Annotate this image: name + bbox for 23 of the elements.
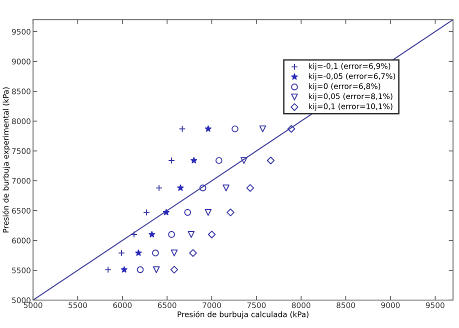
point — [148, 231, 156, 238]
point — [120, 266, 128, 273]
point — [190, 157, 198, 164]
point — [204, 208, 212, 216]
point — [246, 184, 254, 192]
point — [189, 249, 197, 257]
point — [170, 250, 178, 256]
point — [208, 230, 216, 238]
point — [177, 184, 184, 191]
point — [135, 250, 142, 256]
point — [259, 125, 266, 132]
point — [104, 266, 112, 274]
point — [188, 231, 195, 238]
point — [240, 157, 248, 164]
point — [287, 124, 296, 133]
point — [152, 266, 160, 274]
point — [266, 156, 275, 164]
point — [170, 266, 178, 274]
point — [222, 184, 230, 192]
point — [162, 208, 170, 216]
point — [178, 125, 186, 132]
point — [204, 125, 212, 132]
point — [226, 208, 234, 216]
